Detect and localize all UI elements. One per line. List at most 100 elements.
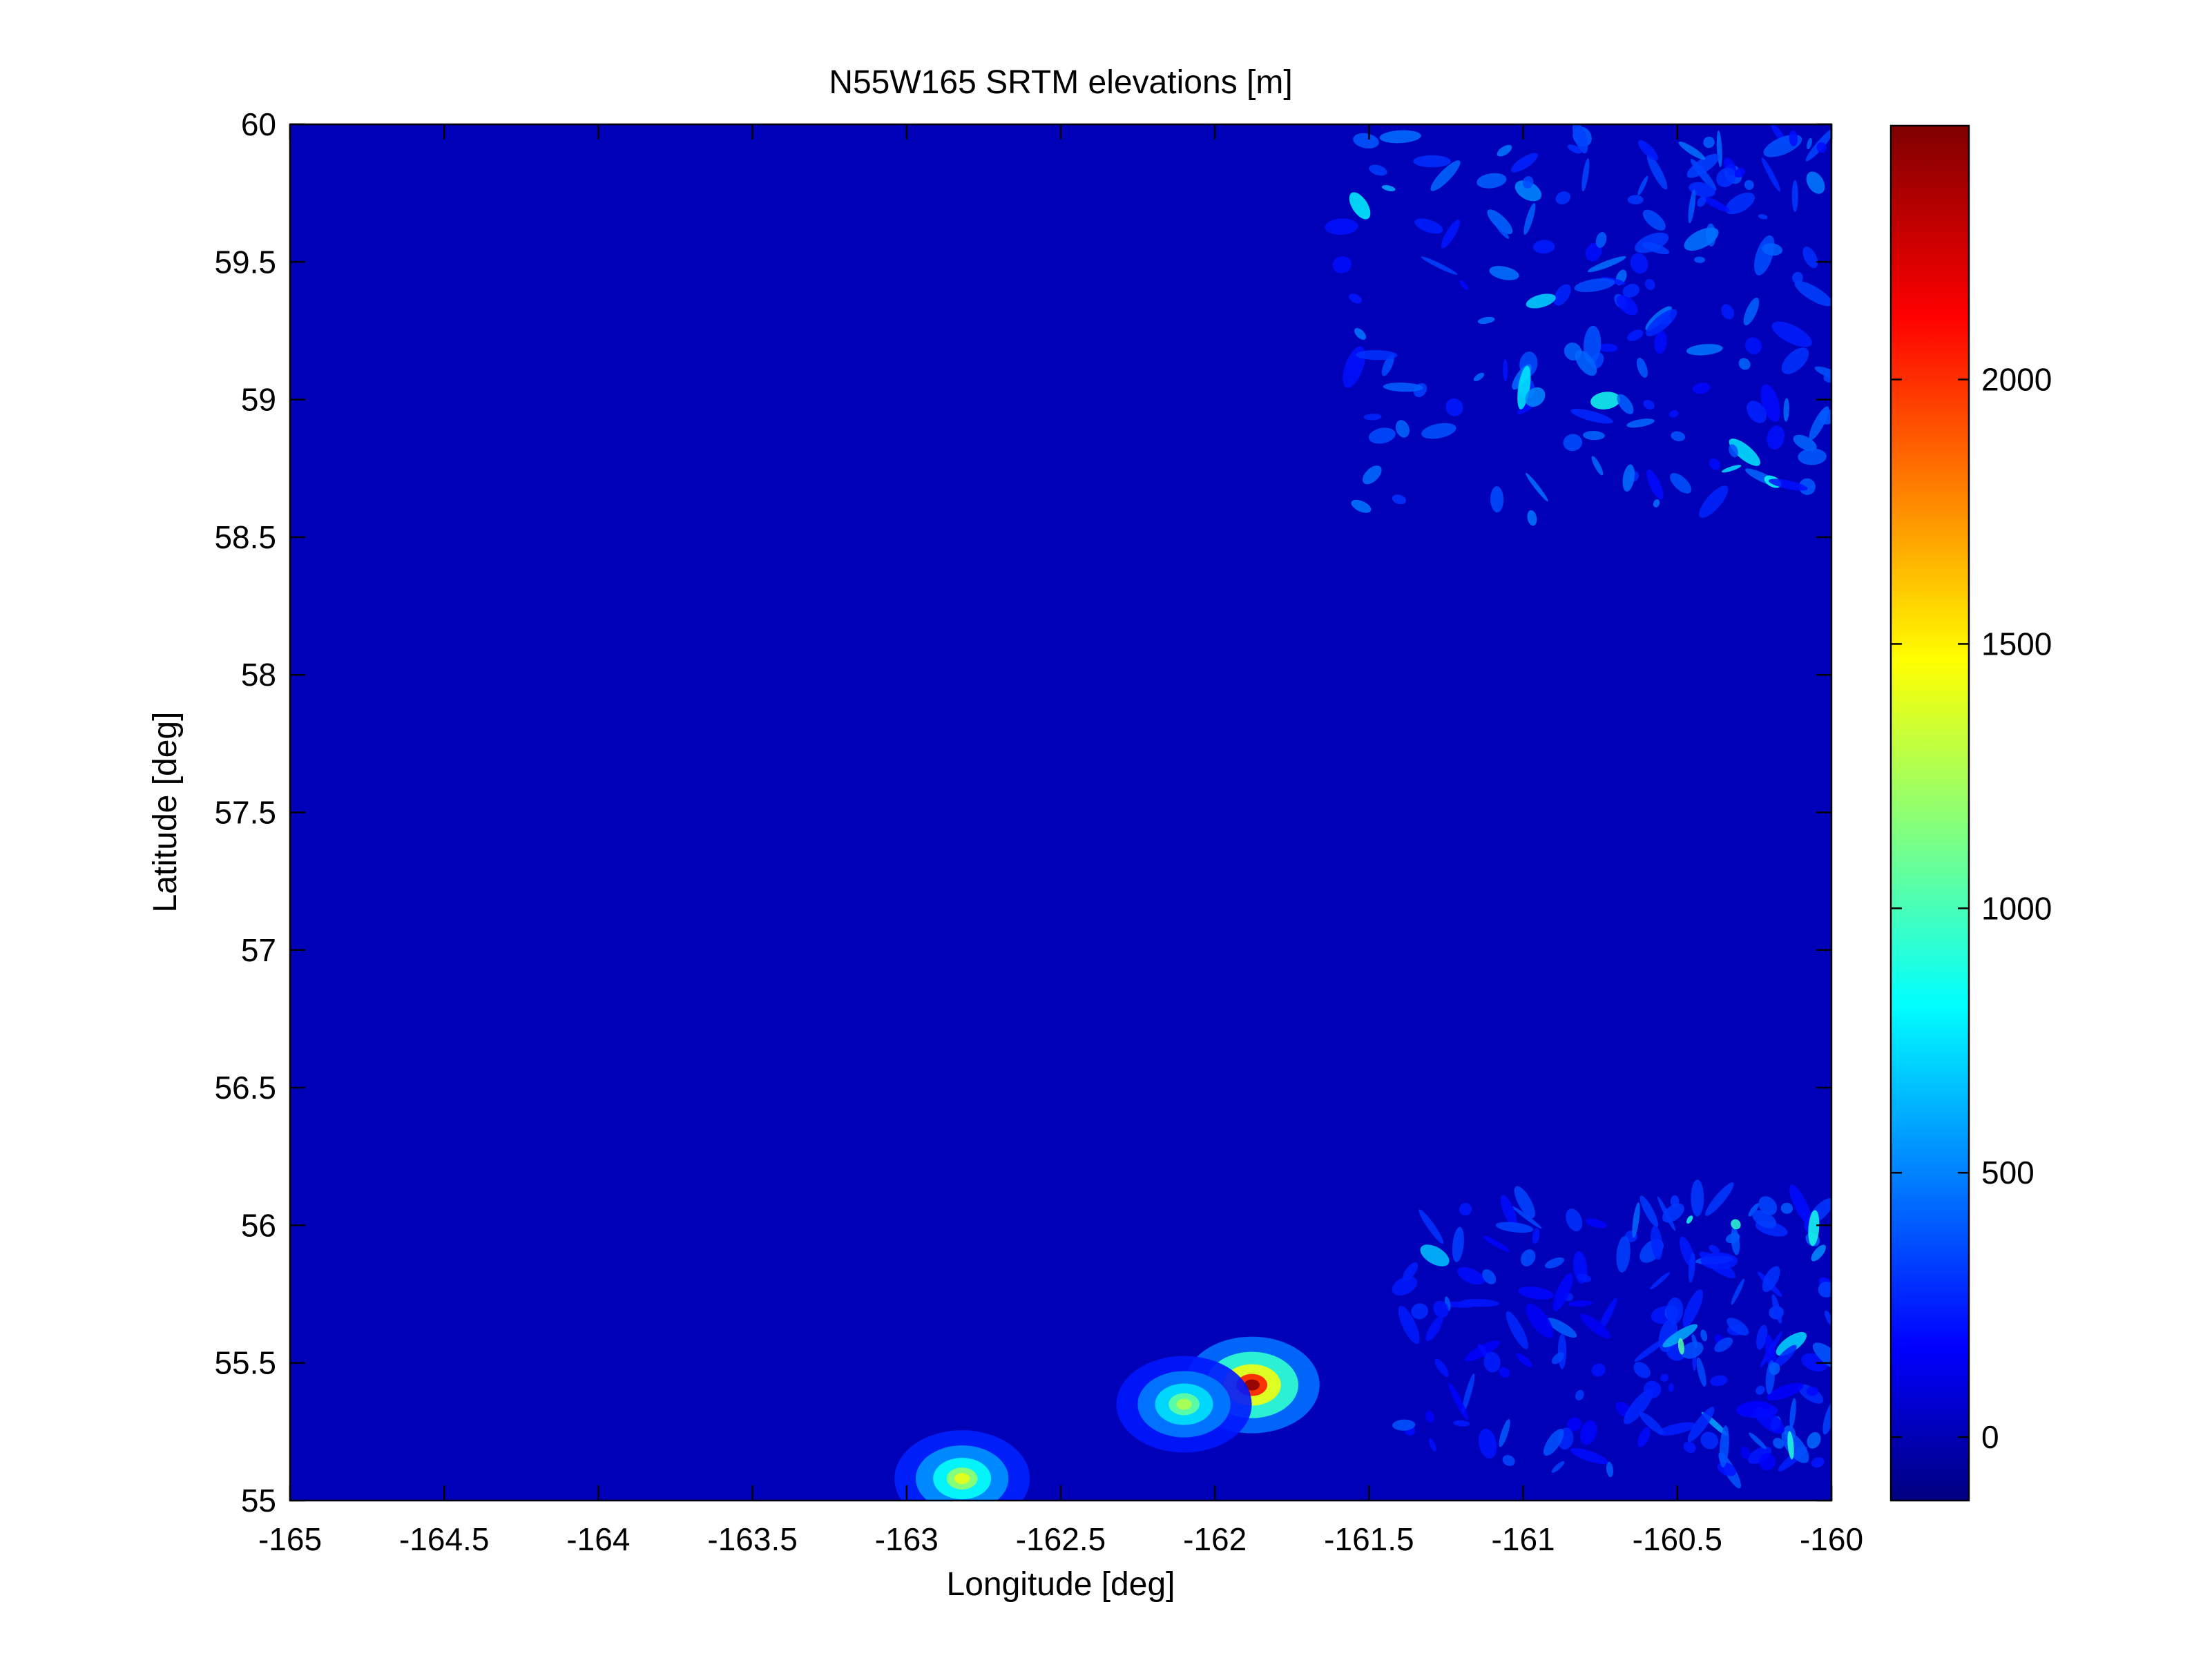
terrain-patch	[1580, 1313, 1611, 1339]
terrain-patch	[1362, 465, 1382, 485]
terrain-patch	[1639, 1412, 1664, 1435]
terrain-patch	[1710, 1375, 1728, 1387]
terrain-patch	[1783, 398, 1789, 422]
terrain-patch	[1650, 1272, 1671, 1290]
terrain-patch	[1660, 1373, 1668, 1382]
terrain-patch	[1758, 1453, 1776, 1471]
terrain-patch	[1686, 153, 1720, 178]
terrain-patch	[1624, 1389, 1654, 1425]
terrain-patch	[1756, 1385, 1765, 1395]
terrain-patch	[1806, 1387, 1819, 1396]
terrain-patch	[1477, 173, 1507, 189]
terrain-patch	[1670, 472, 1692, 494]
terrain-patch	[1414, 218, 1443, 234]
terrain-patch	[1627, 329, 1644, 341]
terrain-patch	[1811, 1457, 1825, 1468]
terrain-patch	[1487, 209, 1513, 235]
terrain-patch	[1781, 347, 1809, 374]
elevation-contour	[954, 1473, 970, 1485]
terrain-patch	[1678, 141, 1706, 160]
terrain-patch	[1383, 383, 1424, 392]
terrain-patch	[1662, 1324, 1698, 1348]
terrain-patch	[1544, 1257, 1565, 1269]
terrain-patch	[1692, 383, 1711, 394]
terrain-patch	[1421, 423, 1456, 439]
terrain-patch	[1787, 1431, 1794, 1460]
terrain-patch	[1789, 1398, 1796, 1429]
x-tick-label: -164	[566, 1521, 630, 1557]
terrain-patch	[1816, 142, 1827, 153]
terrain-patch	[1807, 1432, 1821, 1449]
terrain-patch	[1793, 434, 1817, 452]
terrain-patch	[1812, 1342, 1831, 1371]
terrain-patch	[1758, 214, 1768, 220]
terrain-patch	[1686, 1215, 1693, 1224]
terrain-patch	[1702, 196, 1731, 213]
terrain-patch	[1646, 154, 1668, 190]
terrain-patch	[1563, 434, 1582, 452]
terrain-patch	[1725, 192, 1755, 215]
terrain-patch	[1392, 494, 1406, 505]
terrain-patch	[1575, 350, 1597, 376]
terrain-patch	[1637, 175, 1648, 195]
x-tick-label: -160	[1800, 1521, 1863, 1557]
terrain-patch	[1818, 1282, 1831, 1298]
terrain-patch	[1806, 171, 1825, 194]
colorbar-tick-label: 1500	[1981, 626, 2052, 662]
x-tick-label: -161.5	[1324, 1521, 1414, 1557]
terrain-patch	[1653, 499, 1660, 508]
terrain-patch	[1599, 343, 1618, 352]
terrain-patch	[1745, 337, 1762, 355]
terrain-patch	[1823, 1401, 1831, 1435]
y-tick-label: 59.5	[214, 244, 276, 280]
terrain-patch	[1490, 486, 1504, 513]
terrain-patch	[1823, 372, 1831, 383]
x-tick-label: -162	[1183, 1521, 1247, 1557]
terrain-patch	[1791, 180, 1798, 212]
terrain-patch	[1523, 203, 1536, 235]
terrain-patch	[1771, 321, 1812, 347]
terrain-patch	[1499, 1367, 1510, 1378]
terrain-patch	[1646, 469, 1664, 500]
terrain-patch	[1632, 1202, 1640, 1238]
terrain-patch	[1411, 1303, 1428, 1320]
terrain-patch	[1503, 359, 1508, 382]
x-axis: -165 -164.5 -164 -163.5 -163 -162.5 -162 -161.5…	[258, 124, 1863, 1557]
terrain-patch	[1743, 298, 1760, 326]
terrain-patch	[1729, 444, 1738, 458]
terrain-patch	[1740, 1446, 1751, 1459]
terrain-patch	[1425, 1315, 1443, 1342]
terrain-patch	[1473, 372, 1485, 382]
terrain-patch	[1668, 409, 1679, 418]
terrain-patch	[1452, 1226, 1464, 1262]
y-tick-label: 58.5	[214, 519, 276, 555]
terrain-patch	[1802, 247, 1818, 269]
terrain-patch	[1570, 1447, 1608, 1465]
y-tick-label: 58	[241, 657, 276, 693]
terrain-patch	[1700, 1432, 1719, 1449]
terrain-patch	[1630, 253, 1648, 274]
terrain-patch	[1551, 1461, 1565, 1473]
terrain-patch	[1709, 458, 1721, 470]
y-axis: 55 55.5 56 56.5 57 57.5 58 58.5 59 59.5 60	[214, 106, 1831, 1519]
terrain-patch	[1566, 1208, 1583, 1232]
terrain-patch	[1687, 1407, 1715, 1443]
terrain-patch	[1688, 1253, 1695, 1283]
terrain-patch	[1700, 1252, 1738, 1270]
elevation-contour	[1244, 1379, 1260, 1391]
terrain-patch	[1482, 1269, 1497, 1284]
terrain-patch	[1568, 1300, 1593, 1307]
terrain-patch	[1622, 464, 1635, 492]
terrain-patch	[1616, 1235, 1631, 1273]
terrain-patch	[1510, 153, 1538, 173]
terrain-patch	[1543, 1429, 1564, 1456]
terrain-patch	[1622, 283, 1640, 298]
terrain-patch	[1489, 266, 1519, 280]
volcano-flank	[1116, 1356, 1252, 1453]
terrain-patch	[1555, 191, 1570, 205]
x-tick-label: -165	[258, 1521, 322, 1557]
terrain-patch	[1617, 394, 1634, 414]
terrain-patch	[1567, 1417, 1582, 1432]
terrain-patch	[1499, 1419, 1510, 1447]
